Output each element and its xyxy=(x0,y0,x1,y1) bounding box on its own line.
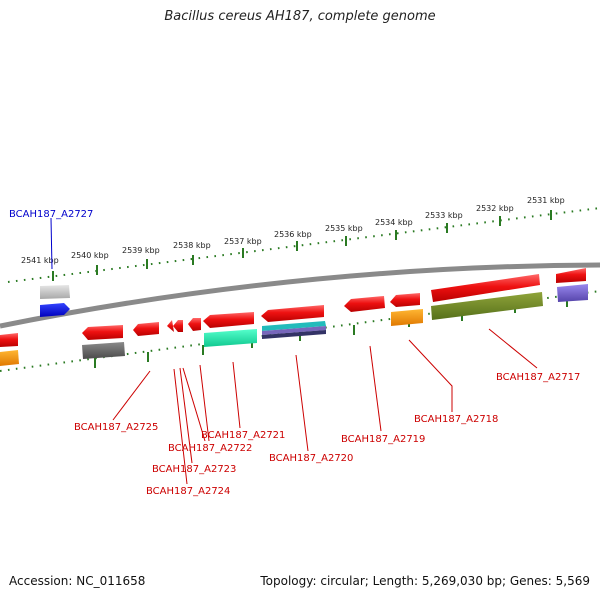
gene-label-a2721[interactable]: BCAH187_A2721 xyxy=(201,430,285,441)
callout-line xyxy=(50,217,53,270)
outer-tick-ring xyxy=(7,207,600,283)
gene-label-a2723[interactable]: BCAH187_A2723 xyxy=(152,464,236,475)
gene-feature-a2722[interactable] xyxy=(188,318,201,331)
gene-label-a2724[interactable]: BCAH187_A2724 xyxy=(146,486,230,497)
gene-feature-dark[interactable] xyxy=(82,342,125,359)
scale-label: 2535 kbp xyxy=(325,224,363,233)
genome-summary-text: Topology: circular; Length: 5,269,030 bp… xyxy=(260,574,590,588)
gene-label-a2727[interactable]: BCAH187_A2727 xyxy=(9,209,93,220)
scale-label: 2540 kbp xyxy=(71,251,109,260)
gene-feature-a2719[interactable] xyxy=(344,296,385,312)
gene-feature-a2718[interactable] xyxy=(390,293,420,307)
gene-feature-striped[interactable] xyxy=(262,326,326,335)
scale-label: 2538 kbp xyxy=(173,241,211,250)
scale-label: 2537 kbp xyxy=(224,237,262,246)
gene-feature-purple[interactable] xyxy=(557,284,588,302)
gene-feature[interactable] xyxy=(556,268,586,283)
accession-text: Accession: NC_011658 xyxy=(9,574,146,588)
gene-feature-a2724[interactable] xyxy=(167,320,174,332)
scale-label: 2536 kbp xyxy=(274,230,312,239)
gene-feature-a2727[interactable] xyxy=(40,303,70,317)
gene-feature[interactable] xyxy=(82,325,123,340)
gene-feature-a2720[interactable] xyxy=(261,305,324,322)
gene-feature-a2725[interactable] xyxy=(133,322,159,336)
gene-feature-teal[interactable] xyxy=(204,329,257,347)
genome-backbone xyxy=(0,262,600,329)
gene-label-a2719[interactable]: BCAH187_A2719 xyxy=(341,434,425,445)
scale-label: 2533 kbp xyxy=(425,211,463,220)
gene-feature-olive[interactable] xyxy=(431,292,543,320)
gene-feature[interactable] xyxy=(0,333,18,347)
scale-label: 2534 kbp xyxy=(375,218,413,227)
gene-feature-orange[interactable] xyxy=(0,350,19,366)
map-title: Bacillus cereus AH187, complete genome xyxy=(164,9,436,24)
scale-label: 2532 kbp xyxy=(476,204,514,213)
scale-label: 2539 kbp xyxy=(122,246,160,255)
gene-feature-striped[interactable] xyxy=(262,330,326,339)
gene-feature-striped[interactable] xyxy=(262,321,326,331)
gene-label-a2725[interactable]: BCAH187_A2725 xyxy=(74,422,158,433)
gene-feature-a2721[interactable] xyxy=(203,312,254,328)
gene-label-a2722[interactable]: BCAH187_A2722 xyxy=(168,443,252,454)
gene-feature-a2723[interactable] xyxy=(173,320,183,332)
gene-label-a2717[interactable]: BCAH187_A2717 xyxy=(496,372,580,383)
gene-feature-grey[interactable] xyxy=(40,285,70,299)
gene-label-a2720[interactable]: BCAH187_A2720 xyxy=(269,453,353,464)
gene-feature-orange[interactable] xyxy=(391,309,423,326)
scale-label: 2531 kbp xyxy=(527,196,565,205)
callout-lines xyxy=(112,328,538,485)
scale-label: 2541 kbp xyxy=(21,256,59,265)
gene-label-a2718[interactable]: BCAH187_A2718 xyxy=(414,414,498,425)
gene-feature[interactable] xyxy=(431,274,540,302)
outer-major-ticks xyxy=(52,210,552,281)
